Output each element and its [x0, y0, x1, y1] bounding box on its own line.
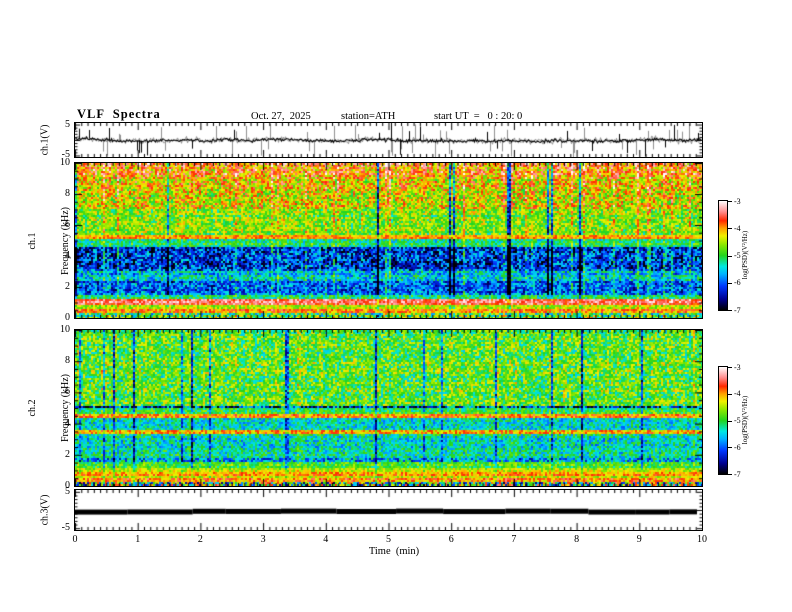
- ch3-waveform-canvas: [75, 490, 702, 530]
- cb2-tick-label: -5: [734, 416, 741, 425]
- ch1-freq-tick-label: 8: [65, 188, 70, 199]
- ch2-freq-axis-label-line2: Frequency (kHz): [60, 373, 71, 443]
- figure-title: VLF Spectra: [77, 107, 161, 121]
- colorbar-ch2-label: log(PSD)(V²/Hz): [741, 395, 749, 445]
- ch2-spectrogram-canvas: [75, 330, 702, 486]
- ch2-freq-tick-label: 0: [65, 480, 70, 491]
- ch1-freq-axis-label-line2: Frequency (kHz): [60, 206, 71, 276]
- start-ut-label: start UT = 0 : 20: 0: [434, 111, 523, 122]
- ch2-freq-tick-label: 4: [65, 417, 70, 429]
- cb2-tick-label: -6: [734, 442, 741, 452]
- ch1-freq-axis-label-line1: ch.1: [27, 232, 38, 250]
- ch1-freq-tick-label: 2: [65, 281, 70, 292]
- ch1v-axis-label: ch.1(V): [39, 124, 51, 156]
- cb1-tick-label: -5: [734, 251, 741, 260]
- colorbar-ch1-label: log(PSD)(V²/Hz): [741, 230, 749, 280]
- cb2-tick-label: -4: [734, 389, 741, 399]
- ch1-freq-tick-label: 10: [60, 157, 70, 168]
- date-label: Oct. 27, 2025: [251, 111, 311, 122]
- time-tick-label: 7: [511, 534, 517, 545]
- ch3v-axis-label: ch.3(V): [39, 494, 51, 526]
- time-tick-label: 4: [323, 534, 329, 545]
- cb1-tick-label: -6: [734, 278, 741, 288]
- cb2-tick: [728, 420, 732, 422]
- time-tick-label: 2: [197, 534, 203, 545]
- time-tick-label: 8: [574, 534, 580, 545]
- station-label: station=ATH: [341, 111, 396, 122]
- ch1-waveform-canvas: [75, 123, 702, 157]
- ch2-freq-axis-label-line1: ch.2: [27, 399, 38, 417]
- time-tick-label: 10: [697, 534, 707, 545]
- time-tick-label: 9: [636, 534, 642, 545]
- cb2-tick: [728, 447, 732, 449]
- ch2-freq-tick-label: 8: [65, 355, 70, 367]
- ch1-freq-tick-label: 4: [65, 250, 70, 261]
- cb1-tick: [728, 255, 732, 257]
- cb2-tick: [728, 367, 732, 368]
- ch1-freq-tick-label: 6: [65, 219, 70, 230]
- ch1-freq-tick-label: 0: [65, 312, 70, 323]
- cb1-tick-label: -4: [734, 223, 741, 233]
- ch1-spectrogram-panel: [74, 162, 703, 319]
- cb1-tick: [728, 310, 732, 311]
- colorbar-ch2: [718, 366, 728, 475]
- time-tick-label: 5: [386, 534, 391, 545]
- ch1v-tick-label: -5: [61, 149, 70, 161]
- cb2-tick-label: -7: [734, 469, 741, 479]
- time-tick-label: 6: [448, 534, 454, 545]
- ch1-voltage-panel: [74, 122, 703, 158]
- cb2-tick: [728, 474, 732, 475]
- ch3-voltage-panel: [74, 489, 703, 531]
- time-axis-label: Time (min): [368, 546, 420, 557]
- cb1-tick: [728, 282, 732, 284]
- colorbar-ch1: [718, 200, 728, 311]
- ch1-freq-axis-label: ch.1 Frequency (kHz): [5, 207, 93, 275]
- time-tick-label: 0: [72, 534, 78, 545]
- cb1-tick: [728, 201, 732, 202]
- ch3v-tick-label: -5: [61, 522, 70, 534]
- ch2-freq-tick-label: 6: [65, 386, 70, 398]
- ch2-freq-axis-label: ch.2 Frequency (kHz): [5, 374, 93, 442]
- time-tick-label: 1: [135, 534, 141, 545]
- ch2-freq-tick-label: 10: [60, 324, 70, 335]
- ch2-freq-tick-label: 2: [65, 448, 70, 460]
- time-tick-label: 3: [260, 534, 266, 545]
- ch1v-tick-label: 5: [65, 118, 70, 130]
- ch3v-tick-label: 5: [65, 485, 70, 497]
- cb1-tick-label: -7: [734, 305, 741, 315]
- cb1-tick-label: -3: [734, 196, 741, 206]
- cb1-tick: [728, 228, 732, 230]
- ch1-spectrogram-canvas: [75, 163, 702, 318]
- ch2-spectrogram-panel: [74, 329, 703, 487]
- cb2-tick-label: -3: [734, 362, 741, 372]
- cb2-tick: [728, 393, 732, 395]
